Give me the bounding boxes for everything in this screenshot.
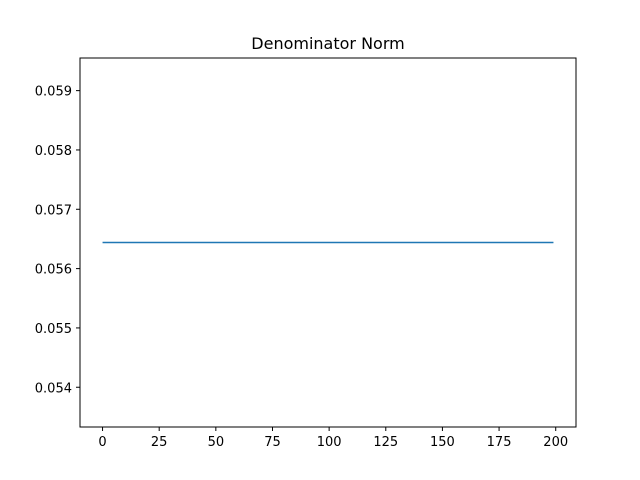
y-tick-label: 0.058 (35, 144, 72, 159)
x-tick-label: 200 (543, 435, 568, 450)
y-tick-label: 0.059 (35, 85, 72, 100)
x-tick-label: 125 (373, 435, 398, 450)
x-tick-label: 25 (151, 435, 168, 450)
x-tick-label: 100 (317, 435, 342, 450)
chart-title: Denominator Norm (251, 34, 404, 53)
x-tick-label: 175 (487, 435, 512, 450)
y-axis: 0.054 0.055 0.056 0.057 0.058 0.059 (35, 85, 80, 396)
y-tick-label: 0.057 (35, 203, 72, 218)
plot-frame (79, 57, 577, 428)
x-tick-label: 0 (98, 435, 106, 450)
y-tick-label: 0.056 (35, 263, 72, 278)
y-tick-label: 0.054 (35, 381, 72, 396)
x-tick-label: 50 (208, 435, 225, 450)
y-tick-label: 0.055 (35, 322, 72, 337)
x-axis: 0 25 50 75 100 125 150 175 200 (98, 427, 568, 450)
x-tick-label: 150 (430, 435, 455, 450)
x-tick-label: 75 (264, 435, 281, 450)
